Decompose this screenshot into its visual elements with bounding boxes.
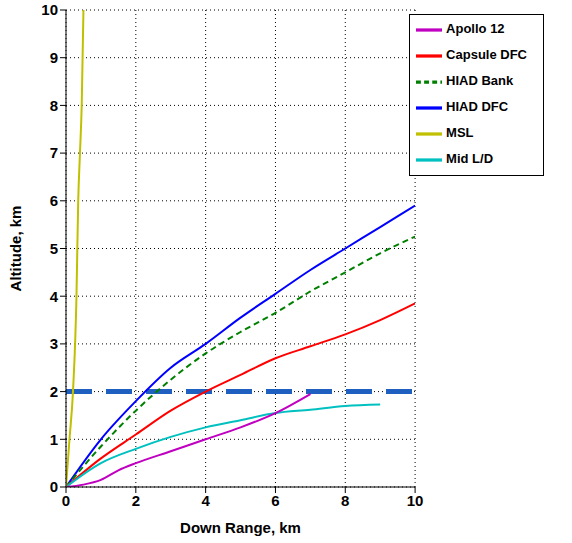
svg-text:4: 4 [50,288,59,305]
svg-text:9: 9 [50,49,58,66]
html-text:Apollo 12: Apollo 12 [446,21,505,37]
svg-text:8: 8 [341,492,349,509]
svg-text:3: 3 [50,335,58,352]
html-text:HIAD Bank: HIAD Bank [446,73,514,89]
html-text:MSL: MSL [446,125,474,141]
svg-text:10: 10 [41,1,58,18]
svg-text:6: 6 [50,192,58,209]
svg-text:0: 0 [50,478,58,495]
svg-text:8: 8 [50,97,58,114]
svg-text:1: 1 [50,431,58,448]
svg-text:2: 2 [132,492,140,509]
html-text:Mid L/D: Mid L/D [446,151,493,167]
svg-text:5: 5 [50,240,58,257]
svg-text:Down Range, km: Down Range, km [180,519,301,536]
svg-text:0: 0 [62,492,70,509]
html-text:Capsule DFC: Capsule DFC [446,47,527,63]
html-text:HIAD DFC: HIAD DFC [446,99,509,115]
svg-text:6: 6 [271,492,279,509]
svg-text:7: 7 [50,144,58,161]
svg-text:Altitude, km: Altitude, km [7,206,24,292]
svg-text:4: 4 [201,492,210,509]
svg-text:2: 2 [50,383,58,400]
svg-text:10: 10 [407,492,424,509]
